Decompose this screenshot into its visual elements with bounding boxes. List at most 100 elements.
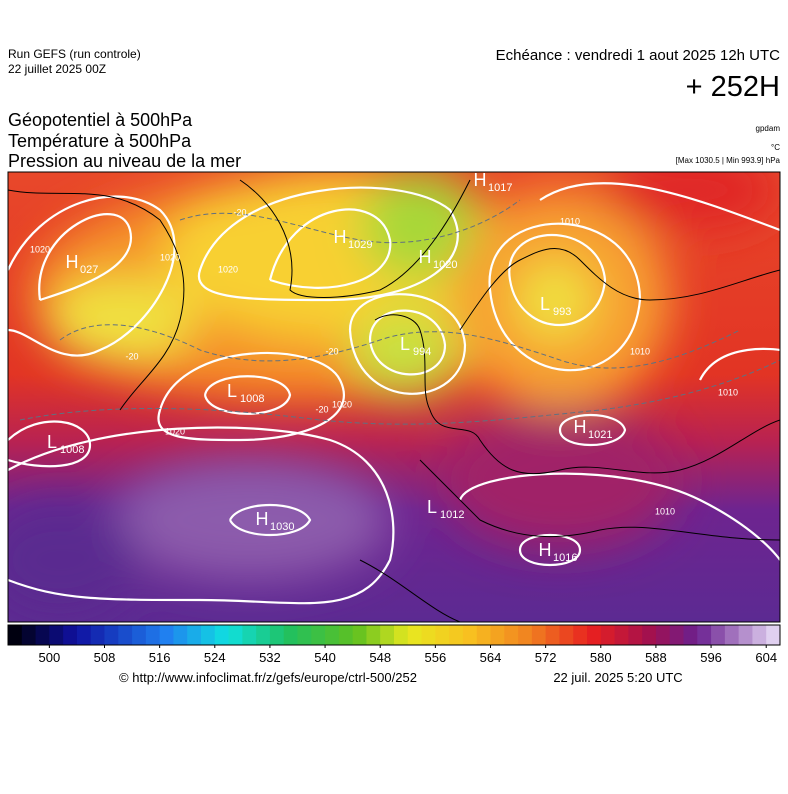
- center-letter: L: [540, 294, 550, 314]
- colorbar-swatch: [63, 625, 78, 645]
- center-value: 1012: [440, 509, 464, 521]
- center-value: 1029: [348, 239, 372, 251]
- colorbar-swatch: [352, 625, 367, 645]
- colorbar: 500 508 516 524 532 540 548 556 564 572 580 588 596 6…: [7, 624, 781, 665]
- contour-label: 1010: [560, 216, 580, 226]
- colorbar-swatch: [242, 625, 257, 645]
- center-letter: H: [574, 417, 587, 437]
- center-value: 1021: [588, 429, 612, 441]
- colorbar-swatch: [8, 625, 23, 645]
- colorbar-swatch: [669, 625, 684, 645]
- map: [8, 172, 780, 622]
- colorbar-swatch: [269, 625, 285, 645]
- colorbar-swatch: [531, 625, 547, 645]
- colorbar-swatch: [752, 625, 767, 645]
- contour-label: 1020: [160, 252, 180, 262]
- colorbar-tick-label: 556: [425, 650, 447, 665]
- colorbar-swatch: [490, 625, 505, 645]
- colorbar-tick-label: 564: [480, 650, 502, 665]
- colorbar-swatch: [90, 625, 105, 645]
- center-value: 1008: [240, 393, 264, 405]
- title: Géopotentiel à 500hPa: [8, 110, 193, 130]
- colorbar-swatch: [187, 625, 202, 645]
- colorbar-swatch: [449, 625, 464, 645]
- colorbar-swatch: [394, 625, 409, 645]
- colorbar-swatch: [518, 625, 533, 645]
- colorbar-swatch: [600, 625, 616, 645]
- colorbar-swatch: [228, 625, 243, 645]
- colorbar-swatch: [325, 625, 340, 645]
- colorbar-swatch: [201, 625, 216, 645]
- center-letter: H: [539, 540, 552, 560]
- center-letter: L: [47, 432, 57, 452]
- colorbar-swatch: [559, 625, 574, 645]
- contour-label: 1020: [165, 426, 185, 436]
- center-value: 1020: [433, 259, 457, 271]
- colorbar-swatch: [76, 625, 92, 645]
- center-value: 027: [80, 264, 98, 276]
- colorbar-swatch: [683, 625, 698, 645]
- colorbar-swatch: [297, 625, 312, 645]
- source: © http://www.infoclimat.fr/z/gefs/europe…: [119, 670, 417, 685]
- colorbar-swatch: [655, 625, 671, 645]
- colorbar-swatch: [118, 625, 133, 645]
- center-letter: L: [400, 334, 410, 354]
- colorbar-swatch: [614, 625, 629, 645]
- colorbar-swatch: [49, 625, 64, 645]
- colorbar-tick-label: 588: [645, 650, 667, 665]
- colorbar-tick-label: 540: [314, 650, 336, 665]
- contour-label: 1010: [630, 346, 650, 356]
- valid-time: Echéance : vendredi 1 aout 2025 12h UTC: [496, 47, 781, 64]
- center-letter: H: [419, 247, 432, 267]
- center-letter: H: [474, 170, 487, 190]
- colorbar-swatch: [311, 625, 326, 645]
- center-value: 1016: [553, 552, 577, 564]
- lead-time: + 252H: [686, 71, 780, 103]
- generated: 22 juil. 2025 5:20 UTC: [553, 670, 682, 685]
- colorbar-swatch: [738, 625, 753, 645]
- colorbar-swatch: [35, 625, 50, 645]
- colorbar-swatch: [159, 625, 174, 645]
- colorbar-swatch: [283, 625, 298, 645]
- colorbar-swatch: [173, 625, 188, 645]
- colorbar-swatch: [21, 625, 37, 645]
- contour-label: 1020: [30, 244, 50, 254]
- colorbar-swatch: [145, 625, 161, 645]
- title: Pression au niveau de la mer: [8, 151, 241, 171]
- unit-label: gpdam: [756, 124, 781, 133]
- colorbar-tick-label: 524: [204, 650, 226, 665]
- contour-label: 1020: [218, 264, 238, 274]
- map-frame: [7, 171, 781, 623]
- center-letter: L: [427, 497, 437, 517]
- colorbar-swatch: [407, 625, 423, 645]
- colorbar-swatch: [380, 625, 395, 645]
- center-value: 1008: [60, 444, 84, 456]
- contour-label: -20: [325, 346, 338, 356]
- colorbar-swatch: [587, 625, 602, 645]
- colorbar-tick-label: 604: [755, 650, 777, 665]
- contour-label: 1020: [332, 399, 352, 409]
- colorbar-swatch: [214, 625, 230, 645]
- center-letter: H: [66, 252, 79, 272]
- colorbar-swatch: [724, 625, 740, 645]
- unit-label: [Max 1030.5 | Min 993.9] hPa: [676, 156, 781, 165]
- colorbar-swatch: [504, 625, 519, 645]
- contour-label: -20: [125, 351, 138, 361]
- colorbar-tick-label: 516: [149, 650, 171, 665]
- colorbar-tick-label: 508: [94, 650, 116, 665]
- colorbar-swatch: [628, 625, 643, 645]
- colorbar-swatch: [435, 625, 450, 645]
- colorbar-swatch: [256, 625, 271, 645]
- colorbar-swatch: [545, 625, 560, 645]
- colorbar-tick-label: 596: [700, 650, 722, 665]
- contour-label: 1010: [655, 506, 675, 516]
- center-letter: H: [334, 227, 347, 247]
- run-date: 22 juillet 2025 00Z: [8, 62, 106, 76]
- center-value: 1030: [270, 521, 294, 533]
- colorbar-swatch: [338, 625, 354, 645]
- center-value: 1017: [488, 182, 512, 194]
- colorbar-swatch: [462, 625, 478, 645]
- colorbar-swatch: [132, 625, 147, 645]
- colorbar-tick-label: 500: [39, 650, 61, 665]
